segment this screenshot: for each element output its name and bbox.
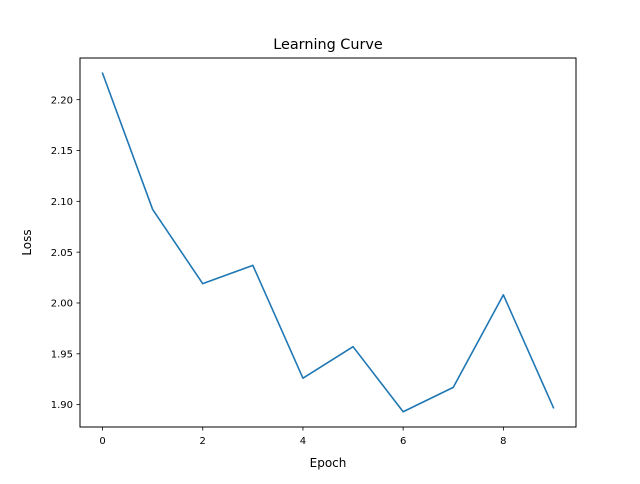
chart-title: Learning Curve	[273, 37, 383, 53]
x-axis-label: Epoch	[310, 456, 347, 470]
y-axis-label: Loss	[20, 229, 34, 255]
y-tick-label: 2.20	[51, 95, 73, 106]
x-tick-label: 8	[500, 436, 506, 447]
x-tick-label: 6	[400, 436, 406, 447]
y-tick-label: 2.10	[51, 197, 73, 208]
y-tick-label: 1.90	[51, 400, 73, 411]
y-tick-label: 2.00	[51, 299, 73, 310]
x-tick-label: 2	[200, 436, 206, 447]
x-tick-label: 4	[300, 436, 306, 447]
y-tick-label: 2.15	[51, 146, 73, 157]
y-tick-label: 2.05	[51, 248, 73, 259]
x-tick-label: 0	[99, 436, 105, 447]
y-tick-label: 1.95	[51, 349, 73, 360]
